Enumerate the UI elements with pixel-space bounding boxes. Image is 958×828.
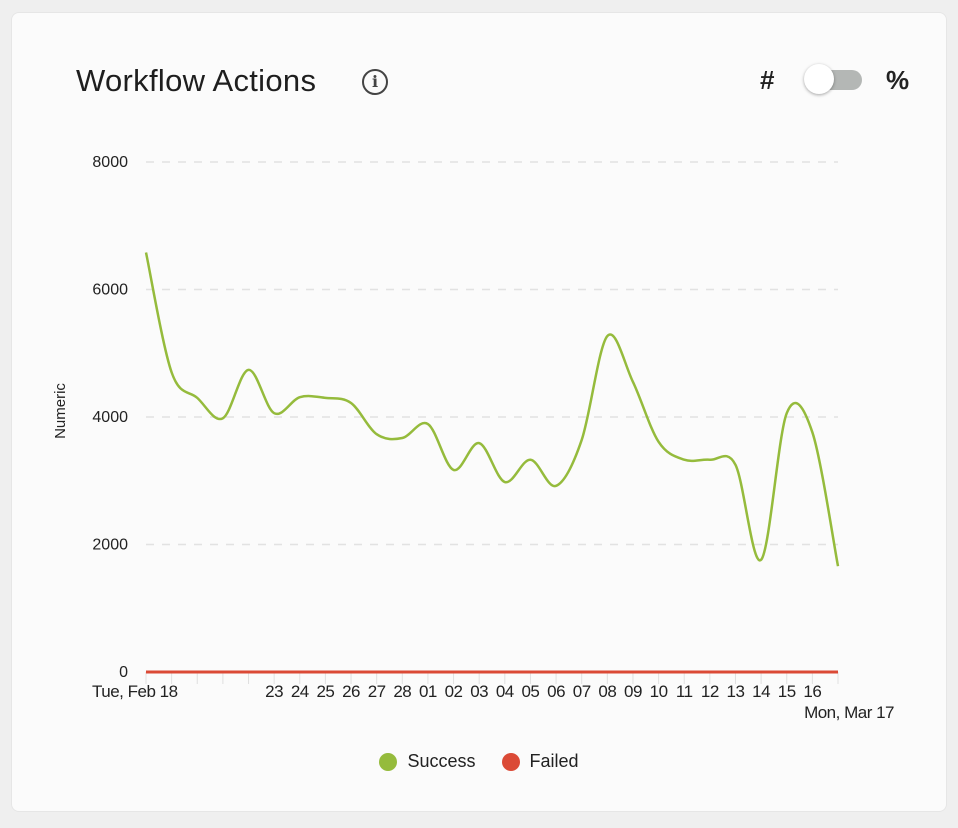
chart-title: Workflow Actions [76, 63, 317, 98]
x-tick-label: 01 [419, 682, 437, 701]
legend-item-failed[interactable]: Failed [501, 751, 579, 772]
y-tick-label: 2000 [92, 537, 128, 554]
numeric-percent-toggle[interactable] [804, 64, 862, 94]
y-tick-label: 4000 [92, 409, 128, 426]
x-tick-label: 07 [573, 682, 591, 701]
x-tick-label: 16 [803, 682, 821, 701]
x-tick-label: 13 [727, 682, 745, 701]
y-tick-label: 6000 [92, 282, 128, 299]
x-tick-label: 15 [778, 682, 796, 701]
x-tick-label: 12 [701, 682, 719, 701]
legend-swatch-failed [501, 752, 520, 771]
legend-label-failed: Failed [529, 751, 579, 771]
percent-toggle-label[interactable]: % [886, 65, 910, 95]
x-tick-label: 10 [650, 682, 668, 701]
legend-label-success: Success [407, 751, 476, 771]
legend-swatch-success [379, 752, 398, 771]
x-tick-label: 08 [598, 682, 616, 701]
numeric-toggle-label[interactable]: # [760, 65, 775, 95]
x-tick-label: 03 [470, 682, 488, 701]
x-tick-label: Tue, Feb 18 [92, 682, 178, 701]
x-tick-label: 28 [393, 682, 411, 701]
series-line-success [144, 252, 840, 567]
x-tick-label: 23 [265, 682, 283, 701]
x-tick-label: 04 [496, 682, 514, 701]
y-tick-label: 0 [119, 664, 128, 681]
x-tick-label: 02 [445, 682, 463, 701]
x-tick-label: 24 [291, 682, 309, 701]
x-tick-label: 14 [752, 682, 770, 701]
x-tick-label: 26 [342, 682, 360, 701]
x-tick-label: Mon, Mar 17 [804, 703, 894, 722]
toggle-knob[interactable] [804, 64, 834, 94]
legend: Success Failed [12, 751, 946, 772]
x-tick-label: 05 [521, 682, 539, 701]
info-icon[interactable]: i [362, 69, 388, 95]
y-axis-label: Numeric [52, 383, 69, 439]
x-tick-label: 25 [316, 682, 334, 701]
y-tick-label: 8000 [92, 154, 128, 171]
x-tick-label: 09 [624, 682, 642, 701]
x-tick-label: 27 [368, 682, 386, 701]
x-tick-label: 11 [676, 682, 693, 701]
legend-item-success[interactable]: Success [379, 751, 476, 772]
x-tick-label: 06 [547, 682, 565, 701]
